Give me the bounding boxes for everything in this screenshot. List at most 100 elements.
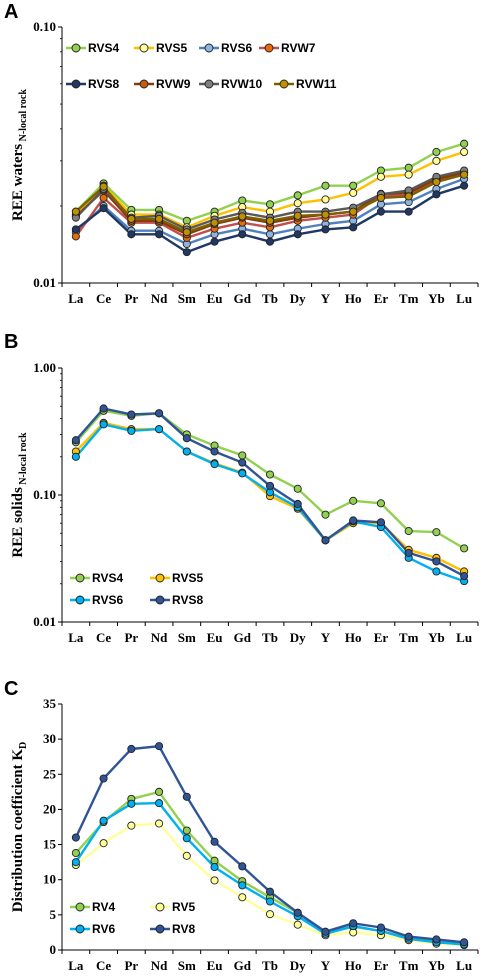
data-point-rvw11 (71, 207, 80, 216)
data-point-rvs4 (321, 510, 330, 519)
data-point-rvs8 (404, 548, 413, 557)
legend-marker-rvs5 (139, 43, 149, 53)
data-point-rvs8 (210, 447, 219, 456)
legend-label-rvw11: RVW11 (296, 77, 337, 91)
y-tick-label: 5 (50, 907, 57, 922)
legend-marker-rvs5 (155, 573, 165, 583)
data-point-rvs8 (238, 458, 247, 467)
data-point-rvs8 (349, 223, 358, 232)
x-tick-label-la: La (68, 291, 84, 306)
data-point-rv5 (210, 876, 219, 885)
data-point-rvs8 (182, 434, 191, 443)
data-point-rvs8 (460, 572, 469, 581)
x-tick-label-nd: Nd (151, 958, 168, 973)
data-point-rvw7 (99, 193, 108, 202)
data-point-rvs6 (99, 420, 108, 429)
x-tick-label-y: Y (321, 291, 331, 306)
data-point-rvs8 (321, 225, 330, 234)
legend-label-rvs5: RVS5 (156, 41, 187, 55)
x-tick-label-pr: Pr (124, 958, 138, 973)
data-point-rv4 (71, 848, 80, 858)
data-point-rv8 (349, 919, 358, 928)
data-point-rvs4 (404, 527, 413, 536)
y-tick-label: 1.00 (33, 360, 56, 375)
x-tick-label-eu: Eu (207, 958, 223, 973)
y-tick-label: 30 (43, 731, 56, 746)
y-axis-label: REE waters N-local rock (10, 89, 29, 221)
data-point-rv8 (71, 833, 80, 842)
y-tick-label: 15 (43, 837, 57, 852)
data-point-rvw11 (321, 210, 330, 219)
series-line-rv4 (75, 790, 465, 945)
data-point-rv6 (155, 799, 164, 808)
data-point-rv5 (99, 839, 108, 848)
legend-label-rv6: RV6 (92, 922, 115, 936)
y-axis-label: REE solids N-local rock (10, 432, 29, 558)
legend-marker-rvs8 (155, 595, 165, 605)
data-point-rvs8 (265, 481, 275, 490)
data-point-rvs8 (99, 404, 108, 413)
data-point-rv6 (99, 816, 108, 825)
legend-label-rvs6: RVS6 (221, 41, 252, 55)
y-tick-label: 0.01 (33, 614, 56, 629)
data-point-rvs4 (293, 191, 302, 200)
x-tick-label-sm: Sm (178, 291, 196, 306)
data-point-rvs8 (432, 190, 441, 199)
data-point-rv8 (376, 923, 385, 932)
data-point-rvs8 (71, 225, 80, 234)
legend-marker-rvs6 (204, 43, 214, 53)
data-point-rvs4 (404, 163, 413, 172)
data-point-rvs4 (321, 181, 330, 190)
x-tick-label-yb: Yb (428, 291, 445, 306)
data-point-rvs6 (71, 452, 80, 461)
data-point-rv8 (404, 932, 413, 941)
data-point-rv5 (155, 819, 164, 828)
x-tick-label-yb: Yb (428, 630, 445, 645)
legend-marker-rvw10 (204, 79, 214, 89)
data-point-rv5 (265, 910, 275, 919)
data-point-rv8 (127, 744, 136, 754)
data-point-rvw11 (404, 192, 413, 201)
data-point-rvs4 (349, 181, 358, 190)
data-point-rv5 (293, 920, 302, 929)
data-point-rvw11 (349, 207, 358, 216)
data-point-rvs4 (265, 470, 275, 479)
legend-marker-rvw7 (264, 43, 274, 53)
data-point-rvs8 (71, 436, 80, 445)
y-axis-label-sub: N-local rock (18, 89, 29, 144)
x-tick-label-ho: Ho (345, 291, 362, 306)
x-tick-label-gd: Gd (234, 958, 252, 973)
data-point-rv6 (210, 863, 219, 872)
data-point-rvw11 (238, 212, 247, 221)
legend-label-rvs8: RVS8 (88, 77, 119, 91)
data-point-rvs6 (432, 567, 441, 576)
data-point-rvs8 (376, 207, 385, 216)
x-tick-label-nd: Nd (151, 291, 168, 306)
data-point-rvs5 (432, 156, 441, 165)
data-point-rvs4 (460, 544, 469, 553)
y-tick-label: 0.01 (33, 275, 56, 290)
x-tick-label-tb: Tb (262, 958, 278, 973)
data-point-rv8 (155, 742, 164, 751)
y-axis-label-sub: D (18, 742, 29, 749)
data-point-rvs8 (376, 518, 385, 527)
x-tick-label-eu: Eu (207, 630, 223, 645)
data-point-rv8 (265, 887, 275, 896)
legend-marker-rv4 (75, 902, 85, 912)
data-point-rvs4 (238, 451, 247, 460)
data-point-rv5 (238, 893, 247, 902)
data-point-rvs4 (349, 496, 358, 505)
legend-label-rv4: RV4 (92, 900, 115, 914)
x-tick-label-gd: Gd (234, 630, 252, 645)
x-tick-label-y: Y (321, 630, 331, 645)
data-point-rvs8 (460, 181, 469, 190)
legend-label-rvs4: RVS4 (88, 41, 119, 55)
data-point-rvs4 (376, 499, 385, 508)
x-tick-label-ho: Ho (345, 630, 362, 645)
data-point-rvw11 (460, 170, 469, 179)
x-tick-label-pr: Pr (124, 291, 138, 306)
data-point-rv6 (238, 881, 247, 890)
legend-marker-rvs6 (75, 595, 85, 605)
data-point-rvs5 (321, 195, 330, 204)
data-point-rvw11 (182, 228, 191, 237)
